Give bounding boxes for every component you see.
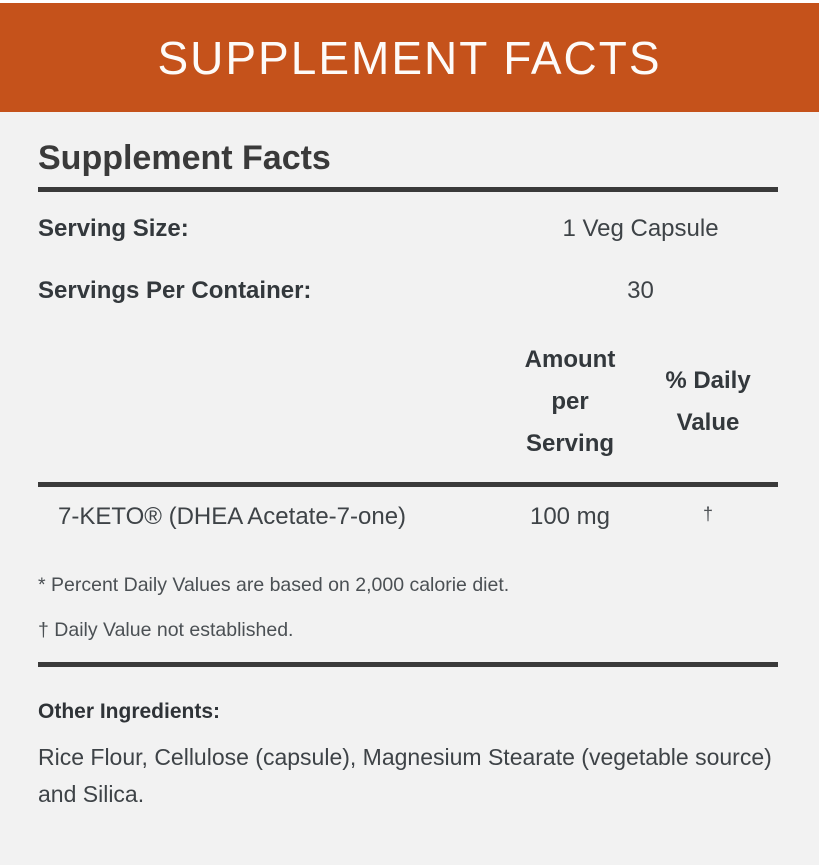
- banner-title: SUPPLEMENT FACTS: [157, 31, 662, 84]
- ingredient-daily-value-dagger: †: [702, 504, 713, 524]
- serving-size-row: Serving Size: 1 Veg Capsule: [38, 215, 778, 243]
- panel-inner: Supplement Facts Serving Size: 1 Veg Cap…: [38, 112, 778, 813]
- other-ingredients-label: Other Ingredients:: [38, 700, 221, 723]
- table-header-row: Amount per Serving % Daily Value: [38, 339, 778, 465]
- serving-size-value: 1 Veg Capsule: [562, 215, 719, 242]
- servings-per-container-row: Servings Per Container: 30: [38, 277, 778, 305]
- servings-per-container-label: Servings Per Container:: [38, 277, 312, 304]
- column-header-percent-daily-value: % Daily Value: [665, 367, 751, 436]
- other-ingredients-text: Rice Flour, Cellulose (capsule), Magnesi…: [38, 744, 772, 807]
- column-header-amount-per-serving: Amount per Serving: [524, 346, 616, 457]
- serving-size-label: Serving Size:: [38, 215, 189, 242]
- panel-heading: Supplement Facts: [38, 139, 331, 177]
- footnote-daily-value-not-established: † Daily Value not established.: [38, 618, 294, 641]
- supplement-facts-panel: Supplement Facts Serving Size: 1 Veg Cap…: [0, 112, 819, 865]
- footnote-percent-daily-values: * Percent Daily Values are based on 2,00…: [38, 574, 510, 596]
- banner: SUPPLEMENT FACTS: [0, 3, 819, 112]
- table-row: 7-KETO® (DHEA Acetate-7-one) 100 mg †: [38, 502, 778, 532]
- heading-divider: [38, 187, 778, 192]
- table-divider: [38, 482, 778, 487]
- servings-per-container-value: 30: [627, 277, 654, 304]
- ingredient-amount: 100 mg: [529, 503, 611, 530]
- ingredient-name: 7-KETO® (DHEA Acetate-7-one): [58, 503, 407, 530]
- footer-divider: [38, 662, 778, 667]
- supplement-facts-page: SUPPLEMENT FACTS Supplement Facts Servin…: [0, 3, 819, 865]
